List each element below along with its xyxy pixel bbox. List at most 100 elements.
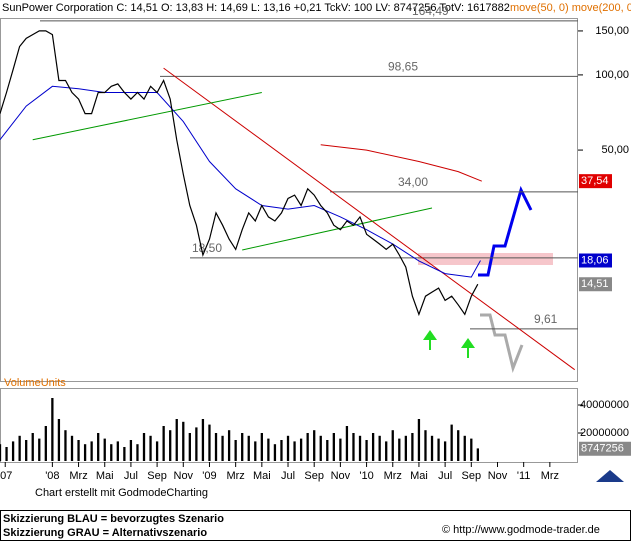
volume-bar — [142, 433, 146, 461]
volume-tick-label: 20000000 — [580, 427, 629, 439]
volume-bar — [208, 424, 211, 461]
header: SunPower Corporation C: 14,51 O: 13,83 H… — [2, 2, 510, 14]
volume-bar — [332, 433, 335, 461]
volume-bar — [273, 444, 277, 461]
volume-bar — [404, 435, 407, 461]
x-tick-label: Mai — [96, 470, 114, 482]
volume-bar — [430, 435, 434, 461]
indicator-legend: move(50, 0) move(200, 0) — [510, 2, 631, 14]
level-label: 9,61 — [534, 312, 558, 326]
level-label: 98,65 — [388, 60, 418, 74]
x-tick-label: Jul — [124, 470, 138, 482]
volume-bar — [463, 435, 466, 461]
volume-bar — [385, 441, 388, 461]
x-tick-label: Nov — [331, 470, 351, 482]
volume-tick-label: 40000000 — [580, 399, 629, 411]
x-tick-label: Mrz — [541, 470, 559, 482]
volume-bar — [411, 433, 414, 461]
volume-frame — [0, 388, 578, 463]
buy-arrow — [423, 330, 437, 350]
volume-bar — [38, 438, 41, 461]
trend-line — [32, 92, 262, 141]
x-tick-label: '08 — [45, 470, 59, 482]
volume-bar — [201, 419, 205, 461]
x-tick-label: Sep — [304, 470, 324, 482]
moving-average — [320, 144, 482, 182]
volume-bar — [280, 440, 283, 461]
preferred-scenario — [478, 185, 533, 277]
resistance-zone — [418, 253, 553, 265]
alternative-scenario — [480, 313, 524, 373]
volume-bar — [214, 433, 218, 461]
volume-bar — [241, 433, 244, 461]
volume-bar — [103, 438, 106, 461]
volume-bar — [260, 433, 263, 461]
volume-bar — [437, 438, 440, 461]
x-tick-label: Nov — [174, 470, 194, 482]
volume-bar — [83, 444, 87, 461]
level-label: 164,49 — [412, 4, 449, 18]
volume-bar — [450, 424, 453, 461]
volume-bar — [339, 438, 342, 461]
volume-label: VolumeUnits — [4, 377, 66, 389]
volume-bar — [417, 419, 421, 461]
volume-bar — [267, 438, 270, 461]
volume-bar — [136, 444, 139, 461]
price-tag — [579, 174, 612, 189]
volume-bar — [169, 430, 172, 461]
volume-tag-label: 8747256 — [581, 443, 624, 455]
volume-bar — [313, 430, 316, 461]
x-tick-label: Mai — [253, 470, 271, 482]
level-label: 18,50 — [192, 241, 222, 255]
volume-bar — [162, 426, 165, 461]
volume-bar — [319, 435, 322, 461]
volume-bar — [254, 441, 257, 461]
logo — [596, 470, 624, 482]
x-tick-label: Jul — [438, 470, 452, 482]
volume-bar — [293, 441, 296, 461]
volume-bar — [352, 433, 355, 461]
price-tag-label: 37,54 — [581, 175, 609, 187]
price-line — [0, 30, 479, 317]
volume-bar — [234, 440, 237, 461]
volume-bar — [70, 435, 74, 461]
volume-bar — [398, 438, 401, 461]
note: Skizzierung GRAU = Alternativszenario — [3, 527, 207, 539]
volume-bar — [457, 430, 460, 461]
price-tag — [579, 277, 612, 292]
trend-line — [242, 207, 433, 251]
note: Skizzierung BLAU = bevorzugtes Szenario — [3, 513, 224, 525]
buy-arrow — [461, 338, 475, 358]
y-tick-label: 50,00 — [601, 144, 629, 156]
volume-bar — [476, 448, 479, 461]
volume-bar — [149, 435, 152, 461]
volume-bar — [123, 447, 126, 461]
volume-bar — [31, 433, 34, 461]
volume-bar — [424, 430, 427, 461]
price-tag-label: 18,06 — [581, 254, 609, 266]
volume-bar — [247, 435, 250, 461]
volume-bar — [345, 426, 349, 461]
volume-bar — [116, 441, 119, 461]
level-label: 34,00 — [398, 175, 428, 189]
volume-bar — [44, 426, 47, 461]
volume-bar — [299, 438, 303, 461]
volume-bar — [470, 438, 473, 461]
volume-bar — [188, 433, 191, 461]
volume-bar — [64, 430, 67, 461]
volume-bar — [18, 435, 21, 461]
volume-bar — [221, 435, 224, 461]
volume-bar — [77, 440, 80, 461]
volume-bar — [306, 433, 309, 461]
volume-tag — [579, 441, 631, 456]
volume-bar — [90, 441, 93, 461]
volume-bar — [155, 441, 159, 461]
x-tick-label: '11 — [517, 470, 531, 482]
volume-bar — [195, 427, 198, 461]
volume-bar — [97, 433, 100, 461]
x-tick-label: '07 — [0, 470, 12, 482]
credit: Chart erstellt mit GodmodeCharting — [35, 487, 208, 499]
